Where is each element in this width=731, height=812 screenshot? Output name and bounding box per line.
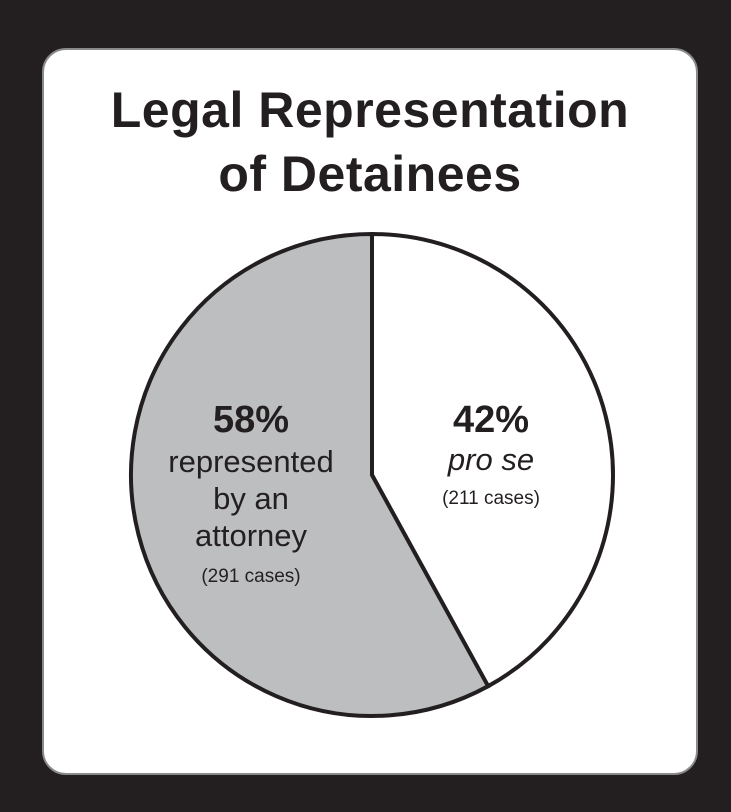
represented-label-line-3: attorney — [195, 518, 308, 553]
represented-label-line-1: represented — [168, 444, 333, 479]
chart-title: Legal Representation of Detainees — [44, 78, 696, 206]
pro-se-cases: (211 cases) — [442, 488, 540, 509]
represented-label: 58% represented by an attorney (291 case… — [168, 399, 333, 587]
pro-se-percent: 42% — [453, 399, 529, 441]
title-line-2: of Detainees — [218, 146, 522, 202]
pro-se-label-text: pro se — [447, 442, 534, 477]
represented-label-line-2: by an — [213, 481, 289, 516]
represented-percent: 58% — [213, 399, 289, 441]
pie-slices — [129, 231, 615, 718]
pie-slice-pro-se — [370, 231, 615, 689]
represented-cases: (291 cases) — [201, 566, 300, 587]
pro-se-label: 42% pro se (211 cases) — [442, 399, 540, 509]
pie-slice-represented-by-an-attorney — [129, 231, 491, 718]
title-line-1: Legal Representation — [110, 82, 630, 138]
